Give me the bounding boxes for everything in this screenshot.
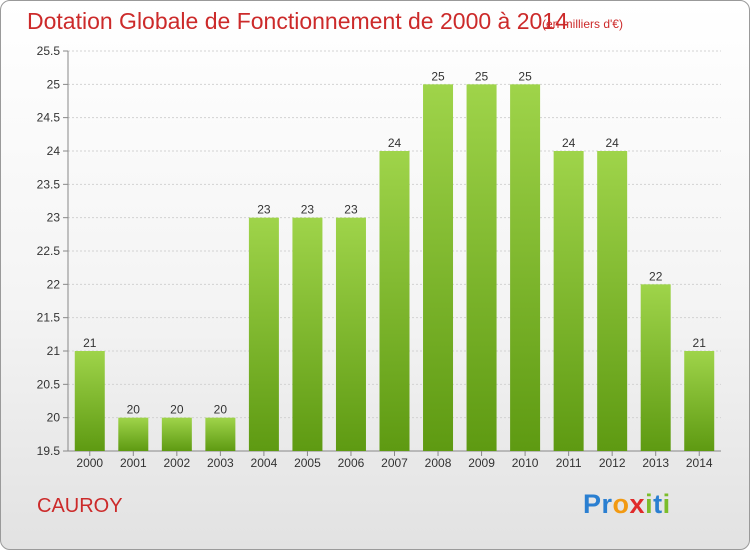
bar-value-label: 20 <box>170 403 184 417</box>
x-tick-label: 2010 <box>512 456 539 470</box>
bar-2003 <box>205 417 236 451</box>
bar-value-label: 24 <box>388 136 402 150</box>
x-tick-label: 2000 <box>76 456 103 470</box>
x-tick-label: 2014 <box>686 456 713 470</box>
chart-unit: (en milliers d'€) <box>542 17 623 31</box>
bar-value-label: 20 <box>127 403 141 417</box>
x-tick-label: 2008 <box>425 456 452 470</box>
chart-title: Dotation Globale de Fonctionnement de 20… <box>27 8 568 34</box>
bar-2009 <box>466 84 497 451</box>
y-tick-label: 20 <box>47 411 61 425</box>
bar-2005 <box>292 217 323 451</box>
logo-letter: t <box>653 489 663 519</box>
bar-2012 <box>597 151 628 451</box>
bar-value-label: 24 <box>562 136 576 150</box>
bar-2000 <box>74 351 105 451</box>
x-tick-label: 2007 <box>381 456 408 470</box>
y-tick-label: 19.5 <box>37 444 61 458</box>
x-tick-label: 2002 <box>163 456 190 470</box>
logo-letter: o <box>612 489 630 519</box>
commune-name: CAUROY <box>37 495 123 517</box>
bar-2002 <box>161 417 192 451</box>
bar-value-label: 21 <box>693 336 707 350</box>
x-tick-label: 2009 <box>468 456 495 470</box>
bar-2014 <box>684 351 715 451</box>
bar-value-label: 25 <box>431 69 445 83</box>
x-tick-label: 2006 <box>338 456 365 470</box>
bar-2008 <box>423 84 454 451</box>
x-tick-label: 2004 <box>251 456 278 470</box>
logo-letter: P <box>583 489 602 519</box>
x-tick-label: 2011 <box>556 456 582 470</box>
y-tick-label: 22.5 <box>37 244 61 258</box>
bar-value-label: 21 <box>83 336 97 350</box>
bar-2006 <box>335 217 366 451</box>
y-tick-label: 24 <box>47 144 61 158</box>
bar-2001 <box>118 417 149 451</box>
bar-value-label: 25 <box>518 69 532 83</box>
x-tick-label: 2003 <box>207 456 234 470</box>
y-tick-label: 23 <box>47 211 61 225</box>
logo-letter: i <box>645 489 654 519</box>
bars <box>74 84 715 451</box>
bar-2010 <box>510 84 541 451</box>
logo-letter: r <box>601 489 613 519</box>
bar-value-label: 20 <box>214 403 228 417</box>
labels: 21 2000 20 2001 20 2002 20 2003 23 2004 23 2005 23 20… <box>76 69 712 470</box>
y-tick-label: 20.5 <box>37 377 61 391</box>
bar-value-label: 24 <box>605 136 619 150</box>
proxiti-logo: Proxiti <box>583 489 671 520</box>
y-tick-label: 21.5 <box>37 311 61 325</box>
x-tick-label: 2012 <box>599 456 626 470</box>
y-tick-label: 25.5 <box>37 44 61 58</box>
y-tick-label: 23.5 <box>37 177 61 191</box>
y-tick-label: 22 <box>47 277 61 291</box>
y-tick-label: 25 <box>47 77 61 91</box>
y-tick-label: 21 <box>47 344 61 358</box>
logo-letter: x <box>629 489 646 519</box>
y-tick-label: 24.5 <box>37 111 61 125</box>
x-tick-label: 2005 <box>294 456 321 470</box>
bar-value-label: 22 <box>649 269 663 283</box>
bar-2004 <box>248 217 279 451</box>
logo-letter: i <box>662 489 671 519</box>
x-tick-label: 2013 <box>642 456 669 470</box>
bar-value-label: 25 <box>475 69 489 83</box>
bar-value-label: 23 <box>344 203 358 217</box>
x-tick-label: 2001 <box>120 456 147 470</box>
bar-2011 <box>553 151 584 451</box>
bar-2013 <box>640 284 671 451</box>
bar-2007 <box>379 151 410 451</box>
bar-value-label: 23 <box>301 203 315 217</box>
bar-value-label: 23 <box>257 203 271 217</box>
